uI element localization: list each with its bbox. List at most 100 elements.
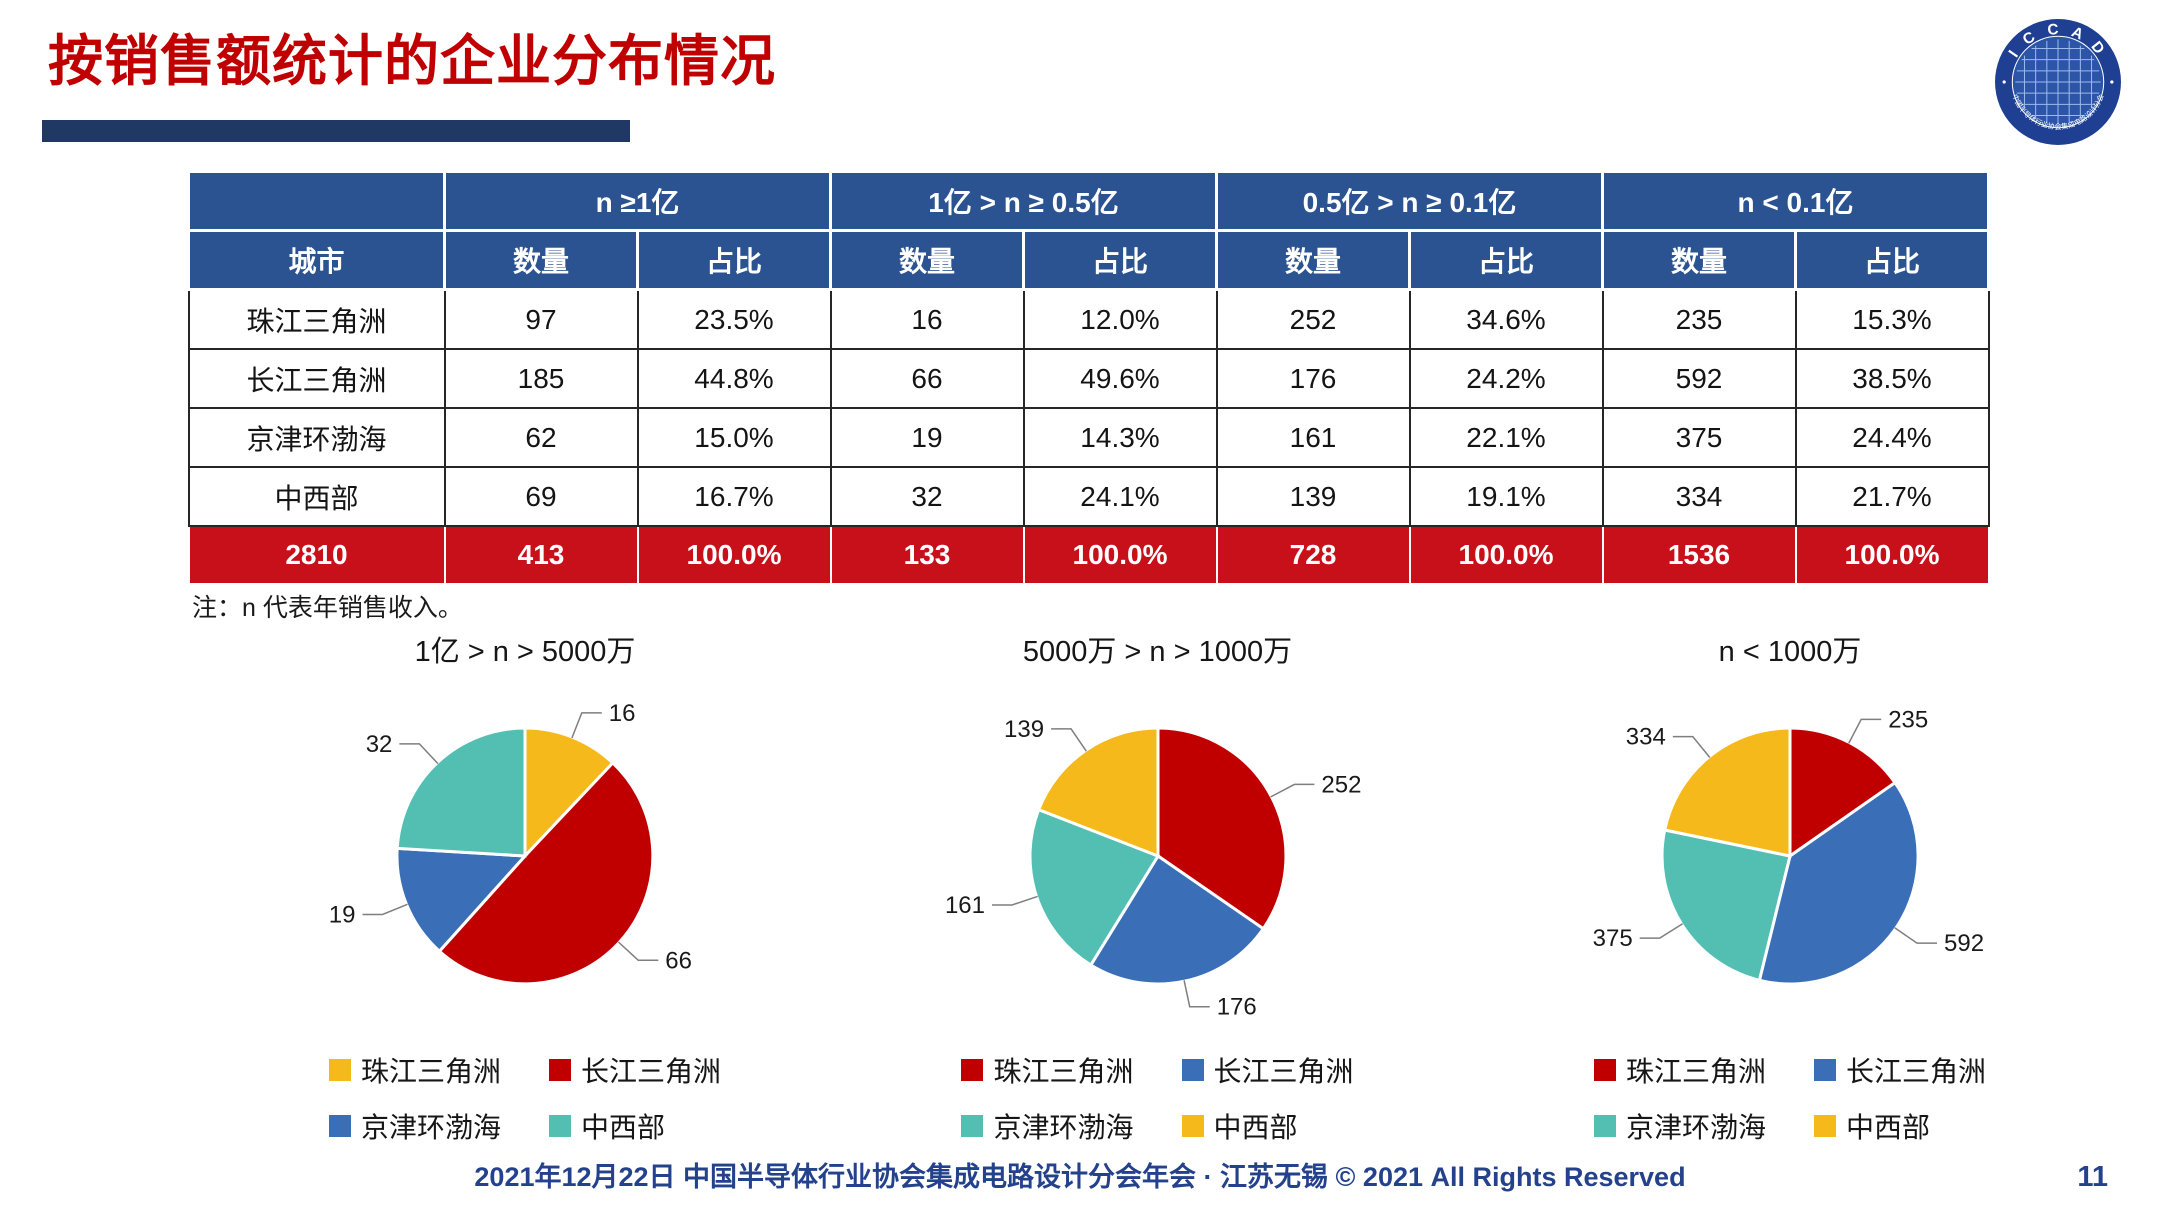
legend-item: 珠江三角洲 [961, 1050, 1134, 1090]
table-cell: 38.5% [1794, 348, 1990, 409]
legend-label: 中西部 [1213, 1112, 1298, 1143]
table-cell: 21.7% [1794, 466, 1990, 527]
table-cell: 235 [1601, 288, 1797, 350]
table-row: 珠江三角洲 97 23.5% 16 12.0% 252 34.6% 235 15.3% [187, 288, 1990, 350]
table-cell: 62 [443, 407, 639, 468]
table-cell: 15.3% [1794, 288, 1990, 350]
legend-swatch-icon [1181, 1059, 1204, 1081]
table-sub-header: 占比 [1022, 229, 1218, 291]
table-total-cell: 413 [443, 525, 639, 585]
table-group-header-row: n ≥1亿 1亿 > n ≥ 0.5亿 0.5亿 > n ≥ 0.1亿 n < 0.1… [187, 170, 1990, 232]
data-label: 19 [329, 902, 356, 929]
label-leader-line [1848, 718, 1882, 744]
chart-title: n < 1000万 [1718, 636, 1862, 668]
legend-swatch-icon [1593, 1059, 1616, 1081]
footer-text: 2021年12月22日 中国半导体行业协会集成电路设计分会年会 · 江苏无锡 ©… [474, 1162, 1686, 1192]
pie-chart-2: 5000万 > n > 1000万 252 176 161 139 珠江三角洲 长江三角洲京… [858, 628, 1458, 1146]
table-sub-header: 城市 [187, 229, 446, 291]
label-leader-line [1672, 735, 1711, 758]
chart-title: 5000万 > n > 1000万 [1022, 636, 1293, 668]
legend-swatch-icon [961, 1059, 984, 1081]
table-sub-header: 数量 [443, 229, 639, 291]
table-total-row: 2810 413 100.0% 133 100.0% 728 100.0% 1536 100.0… [187, 525, 1990, 585]
table-sub-header: 占比 [1794, 229, 1990, 291]
legend-label: 珠江三角洲 [993, 1056, 1134, 1087]
table-cell: 44.8% [636, 348, 832, 409]
legend-item: 京津环渤海 [961, 1106, 1134, 1146]
label-leader-line [362, 903, 408, 916]
table-cell: 14.3% [1022, 407, 1218, 468]
data-label: 252 [1321, 771, 1361, 798]
page-number: 11 [2077, 1161, 2108, 1193]
label-leader-line [617, 941, 659, 962]
legend-item: 中西部 [549, 1106, 721, 1146]
table-sub-header: 占比 [1408, 229, 1604, 291]
legend-swatch-icon [1593, 1115, 1616, 1137]
chart-title: 1亿 > n > 5000万 [414, 636, 636, 668]
legend-label: 长江三角洲 [1213, 1056, 1354, 1087]
data-label: 16 [609, 700, 636, 727]
table-total-cell: 728 [1215, 525, 1411, 585]
data-label: 375 [1593, 925, 1633, 952]
table-group-header: 1亿 > n ≥ 0.5亿 [829, 170, 1218, 232]
table-group-header: n ≥1亿 [443, 170, 832, 232]
legend-label: 长江三角洲 [581, 1056, 722, 1087]
table-total-cell: 100.0% [636, 525, 832, 585]
legend-swatch-icon [961, 1115, 984, 1137]
table-cell: 375 [1601, 407, 1797, 468]
table-cell: 49.6% [1022, 348, 1218, 409]
table-cell: 176 [1215, 348, 1411, 409]
legend-item: 珠江三角洲 [328, 1050, 501, 1090]
table-cell: 252 [1215, 288, 1411, 350]
legend-item: 京津环渤海 [328, 1106, 501, 1146]
label-leader-line [1269, 783, 1314, 798]
legend-item: 京津环渤海 [1593, 1106, 1766, 1146]
table-cell: 24.1% [1022, 466, 1218, 527]
page-title: 按销售额统计的企业分布情况 [48, 30, 777, 92]
table-city-cell: 京津环渤海 [187, 407, 446, 468]
table-total-cell: 1536 [1601, 525, 1797, 585]
table-cell: 22.1% [1408, 407, 1604, 468]
data-label: 161 [944, 892, 984, 919]
table-sub-header: 数量 [829, 229, 1025, 291]
table-cell: 592 [1601, 348, 1797, 409]
legend-swatch-icon [1814, 1059, 1836, 1081]
table-footnote: 注：n 代表年销售收入。 [192, 594, 463, 622]
table-row: 中西部 69 16.7% 32 24.1% 139 19.1% 334 21.7% [187, 466, 1990, 527]
sales-distribution-table: n ≥1亿 1亿 > n ≥ 0.5亿 0.5亿 > n ≥ 0.1亿 n < 0.1… [187, 170, 1990, 585]
table-cell: 66 [829, 348, 1025, 409]
legend-swatch-icon [328, 1115, 351, 1137]
table-cell: 19 [829, 407, 1025, 468]
legend-item: 中西部 [1181, 1106, 1354, 1146]
table-cell: 334 [1601, 466, 1797, 527]
table-total-cell: 133 [829, 525, 1025, 585]
legend-swatch-icon [328, 1059, 351, 1081]
table-cell: 16.7% [636, 466, 832, 527]
label-leader-line [1050, 728, 1087, 752]
table-cell: 23.5% [636, 288, 832, 350]
table-sub-header: 占比 [636, 229, 832, 291]
table-cell: 12.0% [1022, 288, 1218, 350]
label-leader-line [571, 712, 602, 739]
pie-svg: 252 176 161 139 [944, 716, 1361, 1021]
chart-legend: 珠江三角洲 长江三角洲 京津环渤海 中西部 [1593, 1050, 1987, 1146]
data-label: 66 [665, 947, 692, 974]
label-leader-line [1182, 980, 1210, 1008]
table-corner-cell [187, 170, 446, 232]
table-cell: 161 [1215, 407, 1411, 468]
table-cell: 69 [443, 466, 639, 527]
table-total-cell: 100.0% [1022, 525, 1218, 585]
table-cell: 24.2% [1408, 348, 1604, 409]
pie-chart-3: n < 1000万 235 592 375 334 珠江三角洲 长江三角洲 京津环渤海 中西部 [1490, 628, 2090, 1146]
table-sub-header-row: 城市 数量 占比 数量 占比 数量 占比 数量 占比 [187, 229, 1990, 291]
legend-label: 长江三角洲 [1846, 1056, 1987, 1087]
chart-legend: 珠江三角洲 长江三角洲京津环渤海 中西部 [961, 1050, 1354, 1146]
table-cell: 16 [829, 288, 1025, 350]
data-label: 139 [1004, 716, 1044, 743]
iccad-logo: I C C A D 中国半导体行业协会集成电路设计分会 [1994, 18, 2122, 146]
label-leader-line [1639, 923, 1683, 939]
table-sub-header: 数量 [1215, 229, 1411, 291]
pie-charts-row: 1亿 > n > 5000万 16 66 19 32 珠江三角洲 长江三角洲 京津环渤海 中西部… [225, 628, 2090, 1146]
legend-swatch-icon [549, 1115, 571, 1137]
